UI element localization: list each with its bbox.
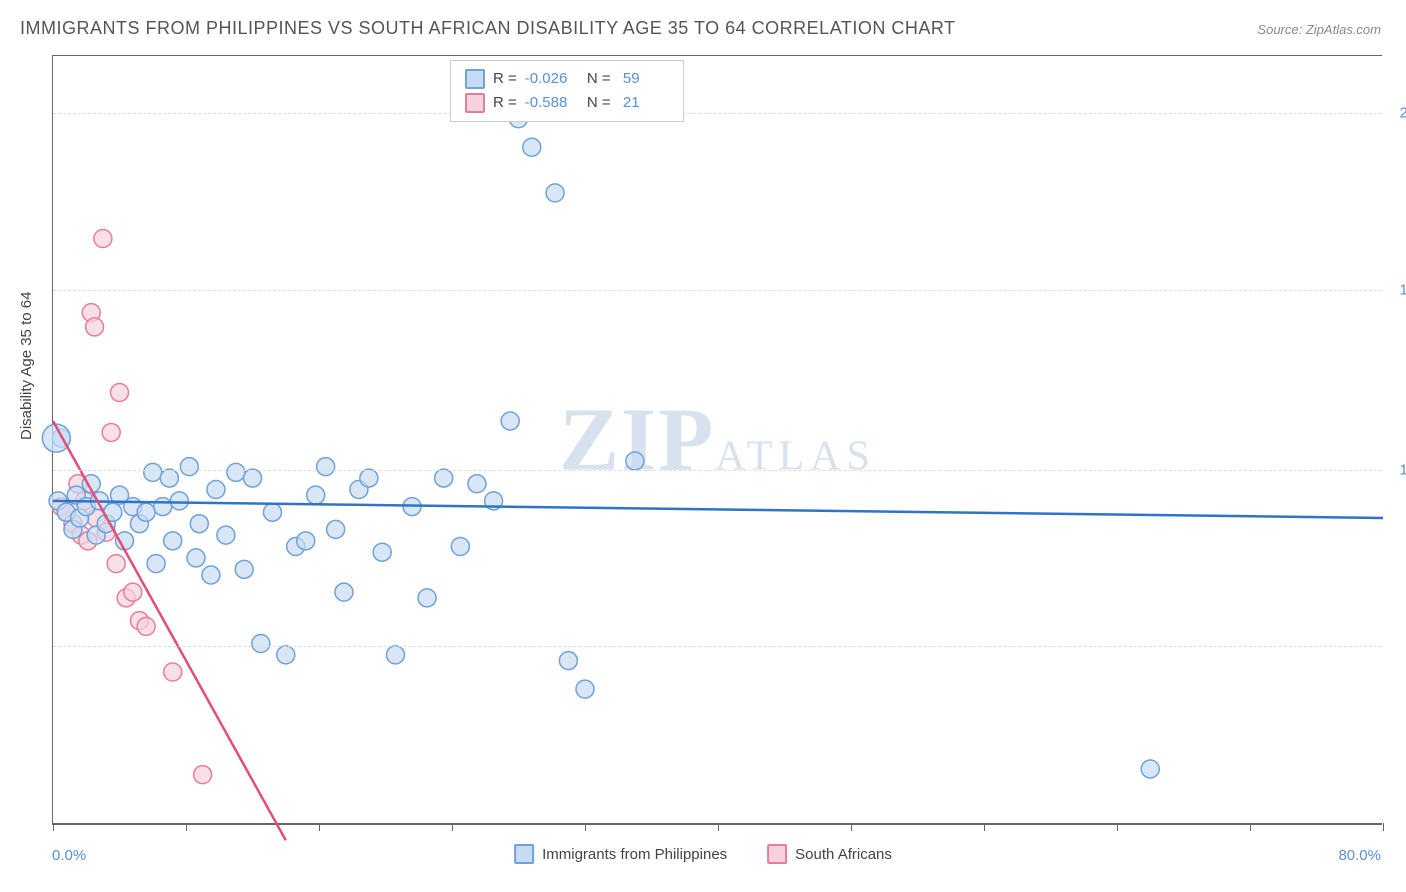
legend-swatch [767, 844, 787, 864]
data-point [523, 138, 541, 156]
data-point [194, 766, 212, 784]
data-point [252, 634, 270, 652]
data-point [154, 498, 172, 516]
data-point [235, 560, 253, 578]
data-point [277, 646, 295, 664]
data-point [227, 463, 245, 481]
trend-line [53, 501, 1383, 518]
data-point [501, 412, 519, 430]
x-tick [319, 823, 320, 831]
x-tick [585, 823, 586, 831]
data-point [111, 384, 129, 402]
series-legend: Immigrants from Philippines South African… [514, 844, 892, 864]
data-point [546, 184, 564, 202]
plot-area: ZIPatlas 6.3%12.5%18.8%25.0% [52, 55, 1382, 825]
data-point [335, 583, 353, 601]
data-point [160, 469, 178, 487]
legend-label: Immigrants from Philippines [542, 846, 727, 863]
x-tick [1250, 823, 1251, 831]
data-point [386, 646, 404, 664]
legend-label: South Africans [795, 846, 892, 863]
data-point [373, 543, 391, 561]
source-name: ZipAtlas.com [1306, 22, 1381, 37]
data-point [360, 469, 378, 487]
data-point [137, 617, 155, 635]
x-tick [186, 823, 187, 831]
data-point [187, 549, 205, 567]
data-point [317, 458, 335, 476]
legend-swatch [465, 93, 485, 113]
chart-svg [53, 56, 1382, 823]
data-point [307, 486, 325, 504]
data-point [1141, 760, 1159, 778]
data-point [102, 423, 120, 441]
data-point [468, 475, 486, 493]
data-point [164, 663, 182, 681]
data-point [147, 555, 165, 573]
data-point [418, 589, 436, 607]
data-point [576, 680, 594, 698]
data-point [327, 520, 345, 538]
x-tick [1383, 823, 1384, 831]
data-point [170, 492, 188, 510]
gridline [53, 290, 1382, 291]
legend-n-label: N = [583, 67, 611, 91]
legend-n-label: N = [583, 91, 611, 115]
data-point [263, 503, 281, 521]
x-tick [984, 823, 985, 831]
data-point [244, 469, 262, 487]
gridline [53, 113, 1382, 114]
data-point [207, 480, 225, 498]
data-point [217, 526, 235, 544]
gridline [53, 470, 1382, 471]
y-tick-label: 18.8% [1387, 281, 1406, 298]
y-tick-label: 6.3% [1387, 638, 1406, 655]
x-tick [53, 823, 54, 831]
data-point [559, 652, 577, 670]
legend-r-label: R = [493, 67, 517, 91]
data-point [180, 458, 198, 476]
source-attribution: Source: ZipAtlas.com [1257, 22, 1381, 37]
y-tick-label: 12.5% [1387, 461, 1406, 478]
legend-n-value: 21 [619, 91, 669, 115]
gridline [53, 646, 1382, 647]
legend-r-value: -0.026 [525, 67, 575, 91]
data-point [164, 532, 182, 550]
x-tick [718, 823, 719, 831]
legend-r-label: R = [493, 91, 517, 115]
data-point [626, 452, 644, 470]
data-point [202, 566, 220, 584]
data-point [297, 532, 315, 550]
x-tick [851, 823, 852, 831]
legend-n-value: 59 [619, 67, 669, 91]
legend-item: Immigrants from Philippines [514, 844, 727, 864]
chart-title: IMMIGRANTS FROM PHILIPPINES VS SOUTH AFR… [20, 18, 956, 39]
data-point [94, 230, 112, 248]
data-point [124, 583, 142, 601]
data-point [107, 555, 125, 573]
legend-swatch [514, 844, 534, 864]
x-tick [452, 823, 453, 831]
data-point [451, 538, 469, 556]
legend-item: South Africans [767, 844, 892, 864]
data-point [435, 469, 453, 487]
legend-row: R = -0.588 N = 21 [465, 91, 669, 115]
y-tick-label: 25.0% [1387, 105, 1406, 122]
data-point [137, 503, 155, 521]
correlation-legend: R = -0.026 N = 59 R = -0.588 N = 21 [450, 60, 684, 122]
source-label: Source: [1257, 22, 1302, 37]
legend-r-value: -0.588 [525, 91, 575, 115]
data-point [86, 318, 104, 336]
data-point [144, 463, 162, 481]
x-axis-min-label: 0.0% [52, 847, 86, 864]
data-point [190, 515, 208, 533]
y-axis-label: Disability Age 35 to 64 [18, 292, 35, 440]
legend-row: R = -0.026 N = 59 [465, 67, 669, 91]
legend-swatch [465, 69, 485, 89]
x-tick [1117, 823, 1118, 831]
x-axis-max-label: 80.0% [1338, 847, 1381, 864]
